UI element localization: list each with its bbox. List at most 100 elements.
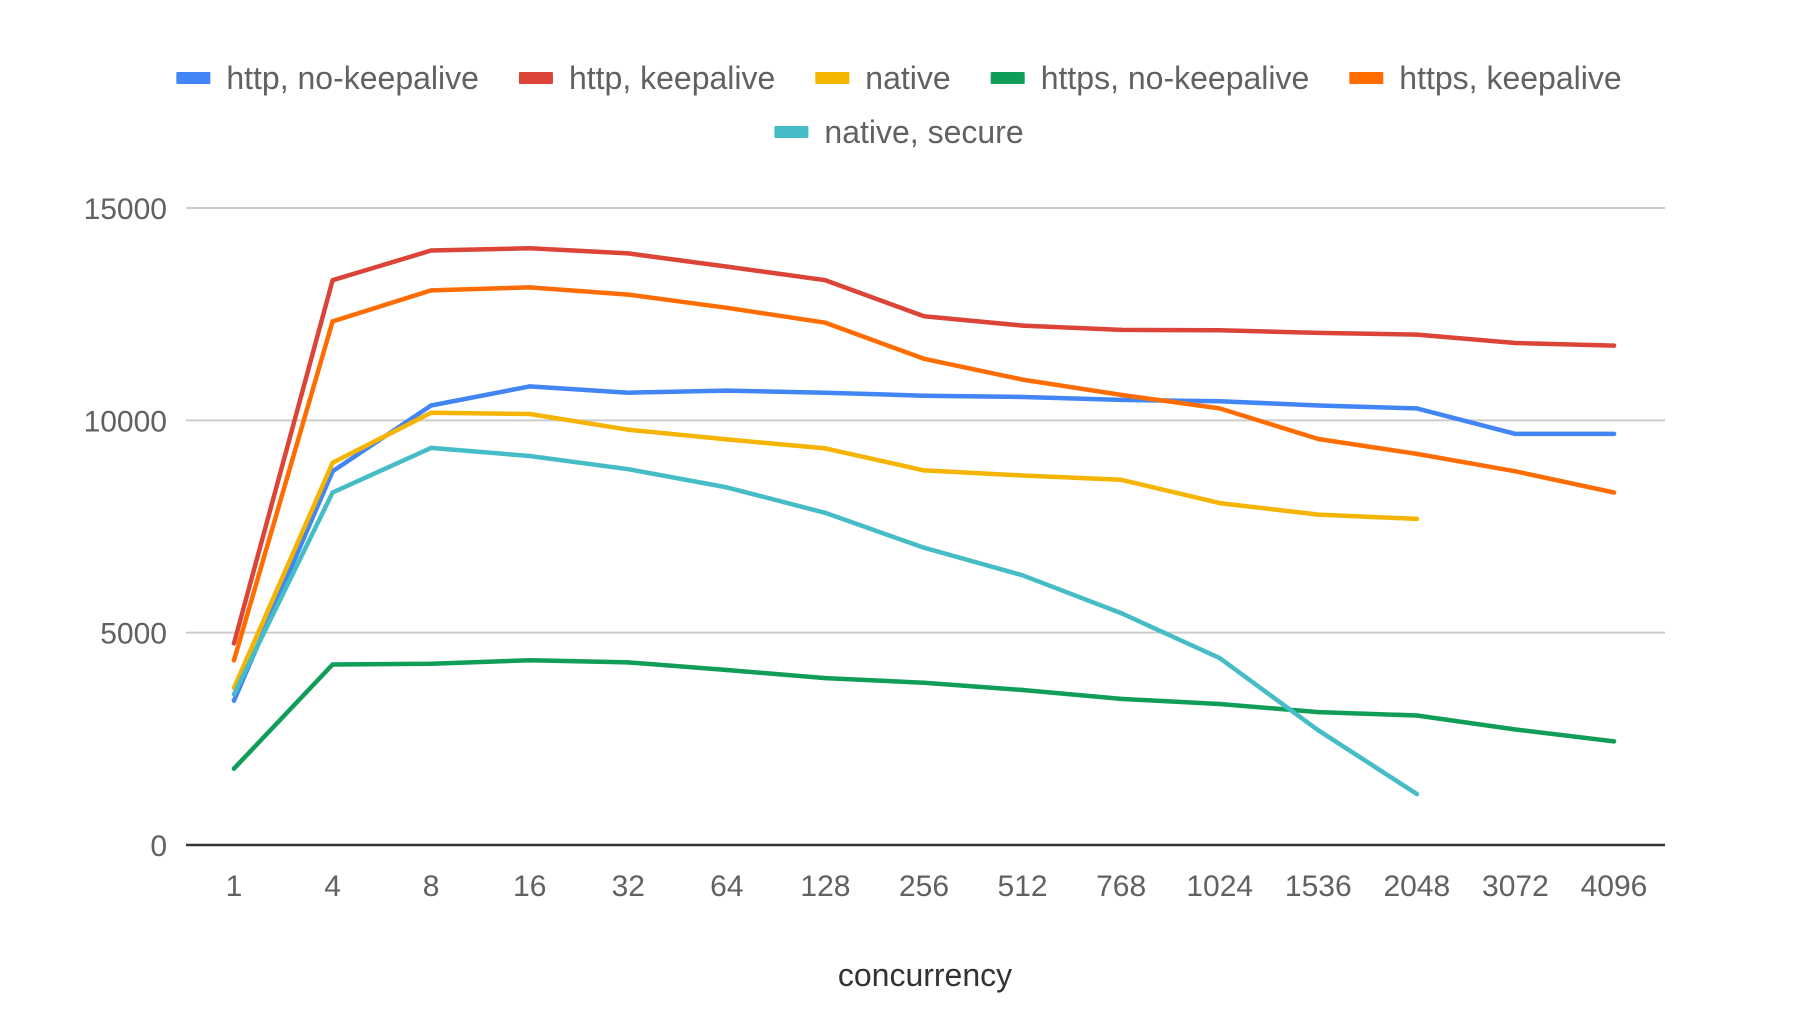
x-tick-label: 256 (899, 870, 949, 903)
data-point (527, 453, 532, 459)
data-point (231, 766, 237, 771)
x-axis-tick-labels: 1 4 8 16 32 64 128 256 512 768 1024 1536 2048 3072 409… (226, 870, 1648, 903)
data-point (1217, 655, 1222, 661)
data-point (1217, 701, 1222, 707)
y-tick-label: 0 (150, 830, 167, 863)
series-line-https-no-keepalive (231, 658, 1617, 771)
data-point (330, 490, 335, 495)
legend-item: native, secure (774, 114, 1024, 150)
data-point (527, 658, 532, 663)
x-tick-label: 16 (513, 870, 546, 903)
data-point (823, 277, 828, 283)
series-line-https-keepalive (231, 285, 1617, 663)
data-point (626, 466, 631, 472)
data-point (1513, 469, 1518, 474)
data-point (626, 292, 631, 297)
data-point (823, 675, 828, 681)
data-point (921, 314, 927, 319)
legend-label: https, no-keepalive (1041, 60, 1310, 96)
data-point (626, 251, 631, 256)
data-point (428, 403, 434, 408)
series-lines (231, 246, 1617, 797)
data-point (1513, 340, 1518, 346)
data-point (330, 662, 335, 667)
legend-item: http, no-keepalive (176, 60, 479, 96)
x-tick-label: 32 (612, 870, 645, 903)
data-point (231, 698, 237, 703)
x-tick-label: 4096 (1581, 870, 1648, 903)
data-point (1316, 512, 1321, 517)
data-point (428, 288, 434, 293)
y-tick-label: 10000 (84, 405, 167, 438)
data-point (1611, 431, 1617, 437)
series-line-http-keepalive (231, 246, 1617, 646)
data-point (1316, 436, 1321, 442)
x-tick-label: 1536 (1285, 870, 1352, 903)
legend-item: native (815, 60, 951, 96)
x-tick-label: 1 (226, 870, 243, 903)
x-axis-title: concurrency (838, 957, 1012, 993)
data-point (330, 277, 335, 283)
data-point (1414, 451, 1420, 457)
data-point (527, 384, 532, 389)
data-point (921, 356, 927, 361)
x-tick-label: 768 (1096, 870, 1146, 903)
legend-swatch (1349, 72, 1384, 84)
data-point (527, 285, 532, 290)
legend-swatch (774, 126, 809, 138)
legend-swatch (176, 72, 211, 84)
legend-item: https, keepalive (1349, 60, 1622, 96)
data-point (1217, 500, 1222, 506)
data-point (1217, 406, 1222, 411)
legend-label: https, keepalive (1399, 60, 1621, 96)
data-point (428, 410, 434, 415)
data-point (1414, 332, 1420, 337)
data-point (724, 388, 730, 393)
data-point (1020, 573, 1025, 578)
data-point (1118, 696, 1124, 702)
data-point (1611, 490, 1617, 495)
data-point (527, 411, 532, 417)
data-point (724, 667, 730, 673)
legend-swatch (518, 72, 553, 84)
data-point (724, 485, 730, 490)
data-point (1020, 473, 1025, 478)
data-point (1611, 739, 1617, 744)
data-point (1316, 728, 1321, 733)
data-point (921, 393, 927, 398)
legend-label: native, secure (824, 114, 1023, 150)
data-point (1020, 394, 1025, 400)
data-point (823, 320, 828, 325)
y-gridlines (186, 207, 1665, 634)
data-point (1020, 323, 1025, 328)
data-point (1414, 791, 1420, 797)
data-point (921, 680, 927, 685)
legend-swatch (990, 72, 1025, 84)
data-point (921, 468, 927, 473)
data-point (1020, 377, 1025, 382)
legend-label: native (865, 60, 950, 96)
data-point (626, 427, 631, 432)
series-line-native (231, 410, 1420, 691)
legend-swatch (815, 72, 850, 84)
legend-item: https, no-keepalive (990, 60, 1310, 96)
data-point (1414, 406, 1420, 411)
legend-label: http, keepalive (569, 60, 775, 96)
series-line-http-no-keepalive (231, 384, 1617, 703)
data-point (527, 246, 532, 251)
data-point (1316, 709, 1321, 715)
data-point (1611, 343, 1617, 348)
data-point (921, 545, 927, 550)
data-point (1414, 516, 1420, 522)
data-point (1316, 403, 1321, 408)
y-axis-tick-labels: 0 5000 10000 15000 (84, 193, 167, 863)
data-point (231, 641, 237, 646)
data-point (823, 510, 828, 516)
data-point (1118, 477, 1124, 482)
data-point (1217, 328, 1222, 333)
x-tick-label: 512 (998, 870, 1048, 903)
data-point (330, 460, 335, 465)
data-point (1118, 610, 1124, 616)
data-point (823, 390, 828, 395)
